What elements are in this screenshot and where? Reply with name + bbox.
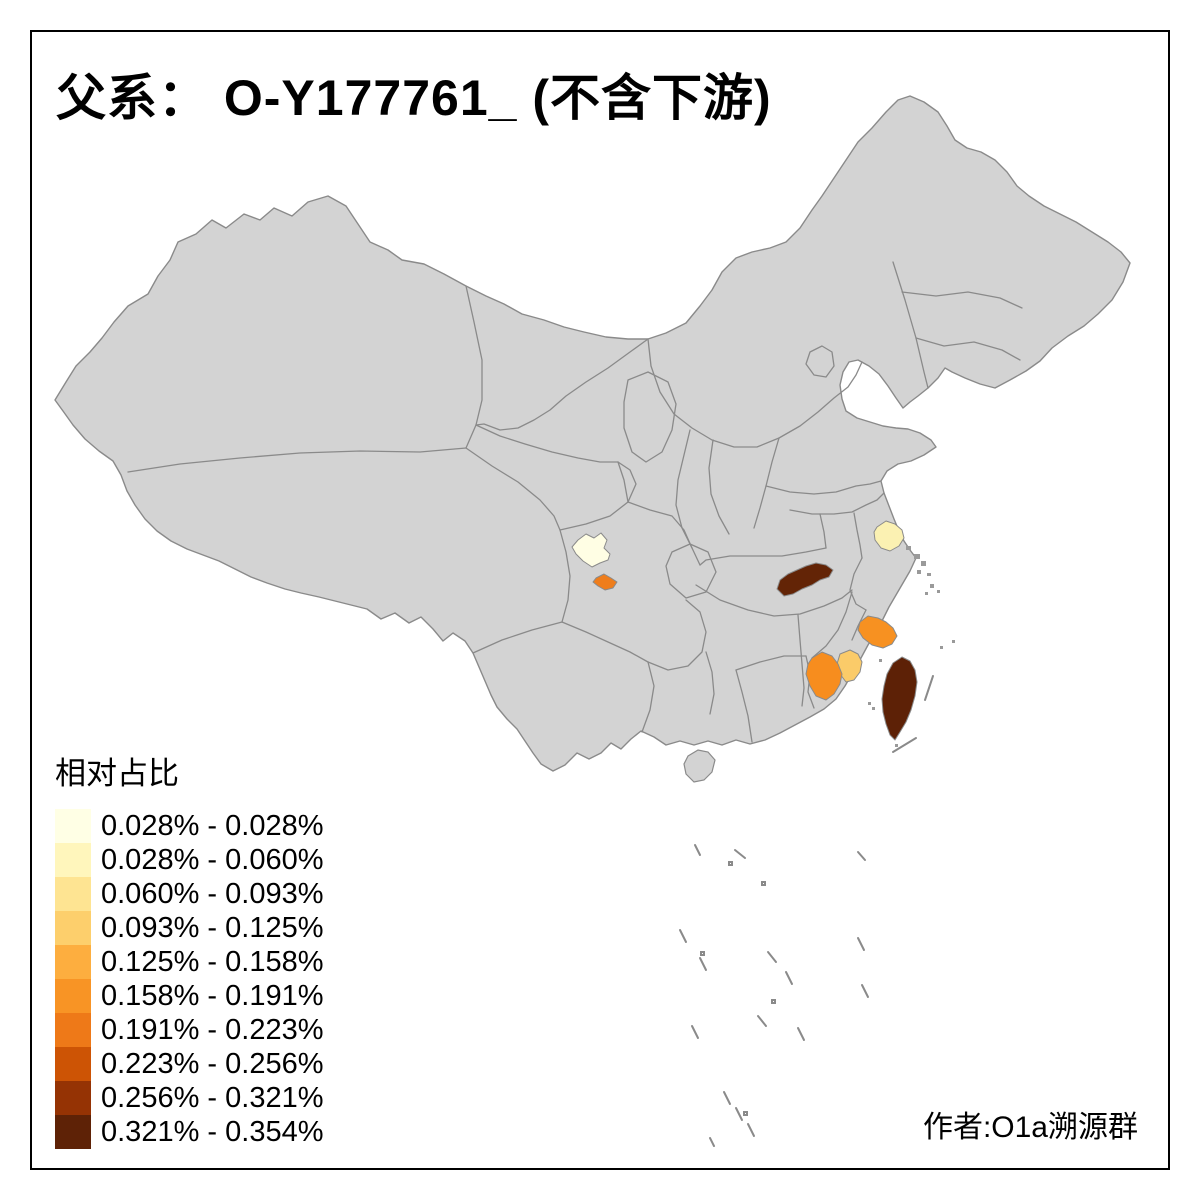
china-mainland (54, 95, 1131, 772)
legend-label: 0.028% - 0.060% (101, 843, 324, 876)
legend-swatch (55, 877, 91, 911)
legend-swatch-column (55, 809, 91, 1149)
legend-title: 相对占比 (55, 756, 179, 791)
legend-swatch (55, 809, 91, 843)
legend: 相对占比 0.028% - 0.028% 0.028% - 0.060% 0.0… (55, 748, 395, 1149)
legend-label: 0.125% - 0.158% (101, 945, 324, 978)
region-southern-jiangsu (873, 520, 905, 552)
legend-label: 0.256% - 0.321% (101, 1081, 324, 1114)
legend-label: 0.060% - 0.093% (101, 877, 324, 910)
legend-swatch (55, 945, 91, 979)
legend-label: 0.191% - 0.223% (101, 1013, 324, 1046)
legend-swatch (55, 843, 91, 877)
legend-swatch (55, 979, 91, 1013)
legend-label: 0.223% - 0.256% (101, 1047, 324, 1080)
legend-label-column: 0.028% - 0.028% 0.028% - 0.060% 0.060% -… (101, 809, 323, 1149)
region-southern-zhejiang (857, 615, 898, 649)
author-credit: 作者:O1a溯源群 (922, 1111, 1138, 1144)
page-title: 父系： O-Y177761_ (不含下游) (56, 70, 772, 126)
legend-label: 0.093% - 0.125% (101, 911, 324, 944)
highlighted-regions (571, 520, 918, 741)
hainan-island (683, 749, 716, 783)
legend-label: 0.028% - 0.028% (101, 809, 324, 842)
region-taiwan (881, 656, 918, 741)
region-sichuan-chengdu (571, 532, 611, 568)
legend-swatch (55, 1115, 91, 1149)
legend-swatch (55, 1081, 91, 1115)
legend-label: 0.158% - 0.191% (101, 979, 324, 1012)
region-sichuan-south (592, 573, 618, 591)
legend-label: 0.321% - 0.354% (101, 1115, 324, 1148)
coastal-islands (868, 546, 955, 747)
legend-swatch (55, 911, 91, 945)
region-eastern-hubei (776, 562, 834, 597)
legend-swatch (55, 1047, 91, 1081)
legend-swatch (55, 1013, 91, 1047)
region-southern-fujian (805, 651, 843, 701)
sea-dashes (679, 675, 934, 1147)
